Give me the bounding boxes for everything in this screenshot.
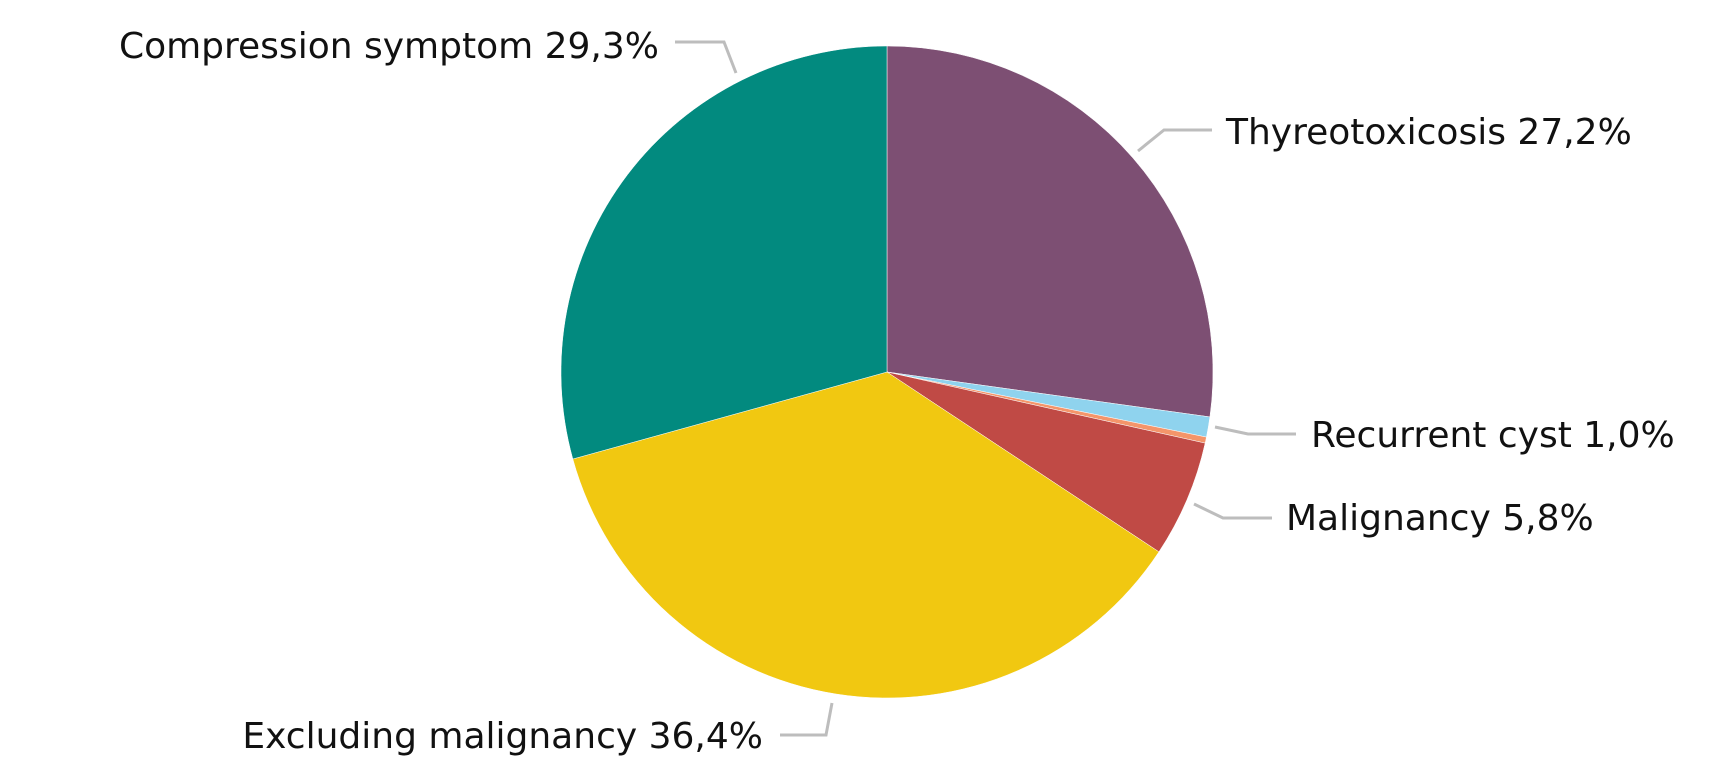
leader-line (780, 702, 834, 737)
pie-slice (572, 371, 1160, 699)
slice-value: 29,3% (545, 26, 659, 67)
leader-line (1193, 502, 1272, 520)
leader-line (675, 40, 738, 74)
slice-label: Recurrent cyst 1,0% (1311, 415, 1675, 456)
slice-value: 1,0% (1583, 415, 1674, 456)
pie-slice (560, 45, 888, 460)
slice-category: Thyreotoxicosis (1225, 112, 1506, 153)
pie-slice (886, 45, 1214, 418)
slice-label: Compression symptom 29,3% (119, 26, 659, 67)
slice-category: Excluding malignancy (242, 716, 637, 757)
slice-value: 36,4% (649, 716, 763, 757)
leader-line (1137, 128, 1212, 153)
slice-category: Malignancy (1286, 498, 1491, 539)
slice-category: Recurrent cyst (1311, 415, 1572, 456)
leader-line (1214, 425, 1296, 436)
slice-label: Excluding malignancy 36,4% (242, 716, 763, 757)
slice-label: Thyreotoxicosis 27,2% (1225, 112, 1632, 153)
slice-category: Compression symptom (119, 26, 533, 67)
slice-value: 5,8% (1502, 498, 1593, 539)
slice-value: 27,2% (1517, 112, 1631, 153)
slice-label: Malignancy 5,8% (1286, 498, 1594, 539)
